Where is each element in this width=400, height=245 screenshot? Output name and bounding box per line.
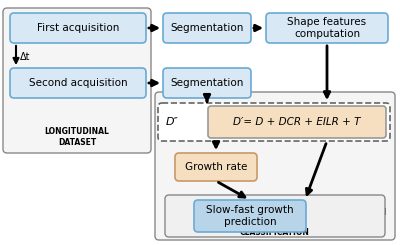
FancyBboxPatch shape (194, 200, 306, 232)
Text: First acquisition: First acquisition (37, 23, 119, 33)
Text: Second acquisition: Second acquisition (29, 78, 127, 88)
Text: CLASSIFICATION: CLASSIFICATION (240, 228, 310, 236)
Text: Δt: Δt (20, 52, 30, 62)
Text: Shape features
computation: Shape features computation (288, 17, 366, 39)
FancyBboxPatch shape (10, 68, 146, 98)
FancyBboxPatch shape (266, 13, 388, 43)
FancyBboxPatch shape (10, 13, 146, 43)
FancyBboxPatch shape (163, 13, 251, 43)
FancyBboxPatch shape (163, 68, 251, 98)
FancyBboxPatch shape (175, 153, 257, 181)
Text: Growth rate: Growth rate (185, 162, 247, 172)
FancyBboxPatch shape (165, 195, 385, 237)
Text: Segmentation: Segmentation (170, 23, 244, 33)
Text: Slow-fast growth
prediction: Slow-fast growth prediction (206, 205, 294, 227)
Text: LONGITUDINAL
DATASET: LONGITUDINAL DATASET (44, 127, 110, 147)
Text: D″: D″ (166, 117, 178, 127)
FancyBboxPatch shape (155, 92, 395, 240)
Text: Segmentation: Segmentation (170, 78, 244, 88)
FancyBboxPatch shape (208, 106, 386, 138)
Text: D′= D + DCR + EILR + T: D′= D + DCR + EILR + T (233, 117, 361, 127)
FancyBboxPatch shape (158, 103, 390, 141)
Text: CORRELATION
STUDY: CORRELATION STUDY (327, 208, 387, 228)
FancyBboxPatch shape (3, 8, 151, 153)
